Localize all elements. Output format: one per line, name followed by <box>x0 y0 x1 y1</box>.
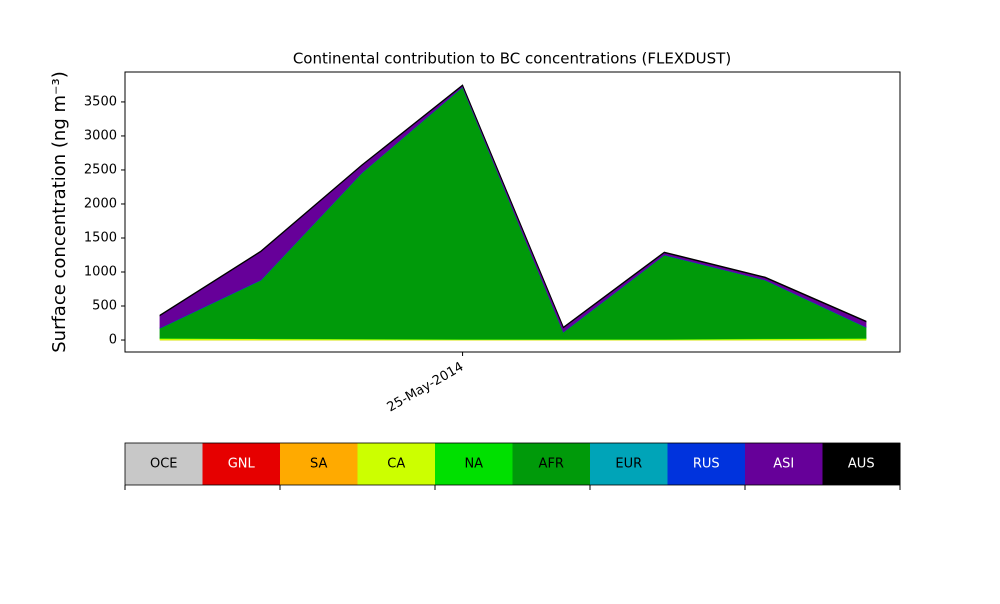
y-tick-label: 1000 <box>84 265 117 280</box>
y-tick-label: 2500 <box>84 162 117 177</box>
legend-frame <box>124 442 901 486</box>
legend-swatch <box>125 443 203 485</box>
y-tick-label: 3500 <box>84 94 117 109</box>
plot-area <box>159 84 867 341</box>
legend-label: GNL <box>228 457 256 472</box>
x-tick-label: 25-May-2014 <box>385 360 467 416</box>
legend-label: AFR <box>539 457 564 472</box>
legend-swatch <box>280 443 358 485</box>
legend: OCE GNL SA CA NA AFR EUR RUS ASI AUS <box>124 442 901 490</box>
legend-swatch <box>435 443 513 485</box>
legend-label: NA <box>464 457 483 472</box>
chart-title: Continental contribution to BC concentra… <box>293 50 731 68</box>
y-axis-label: Surface concentration (ng m⁻³) <box>49 71 70 353</box>
area <box>159 84 867 329</box>
legend-label: ASI <box>773 457 794 472</box>
legend-swatch <box>822 443 901 485</box>
legend-swatch <box>202 443 281 485</box>
y-tick-label: 1500 <box>84 230 117 245</box>
legend-label: EUR <box>615 457 642 472</box>
legend-swatch <box>745 443 823 485</box>
legend-swatch <box>667 443 746 485</box>
legend-label: RUS <box>693 457 720 472</box>
legend-swatch <box>512 443 591 485</box>
legend-swatch <box>357 443 436 485</box>
area <box>159 86 867 340</box>
legend-label: CA <box>387 457 405 472</box>
legend-label: SA <box>310 457 327 472</box>
legend-label: OCE <box>150 457 178 472</box>
plot-frame <box>124 71 901 353</box>
y-tick-label: 500 <box>92 299 117 314</box>
y-tick-label: 3000 <box>84 128 117 143</box>
legend-label: AUS <box>848 457 875 472</box>
y-tick-label: 0 <box>109 333 117 348</box>
y-tick-label: 2000 <box>84 196 117 211</box>
legend-swatch <box>590 443 668 485</box>
